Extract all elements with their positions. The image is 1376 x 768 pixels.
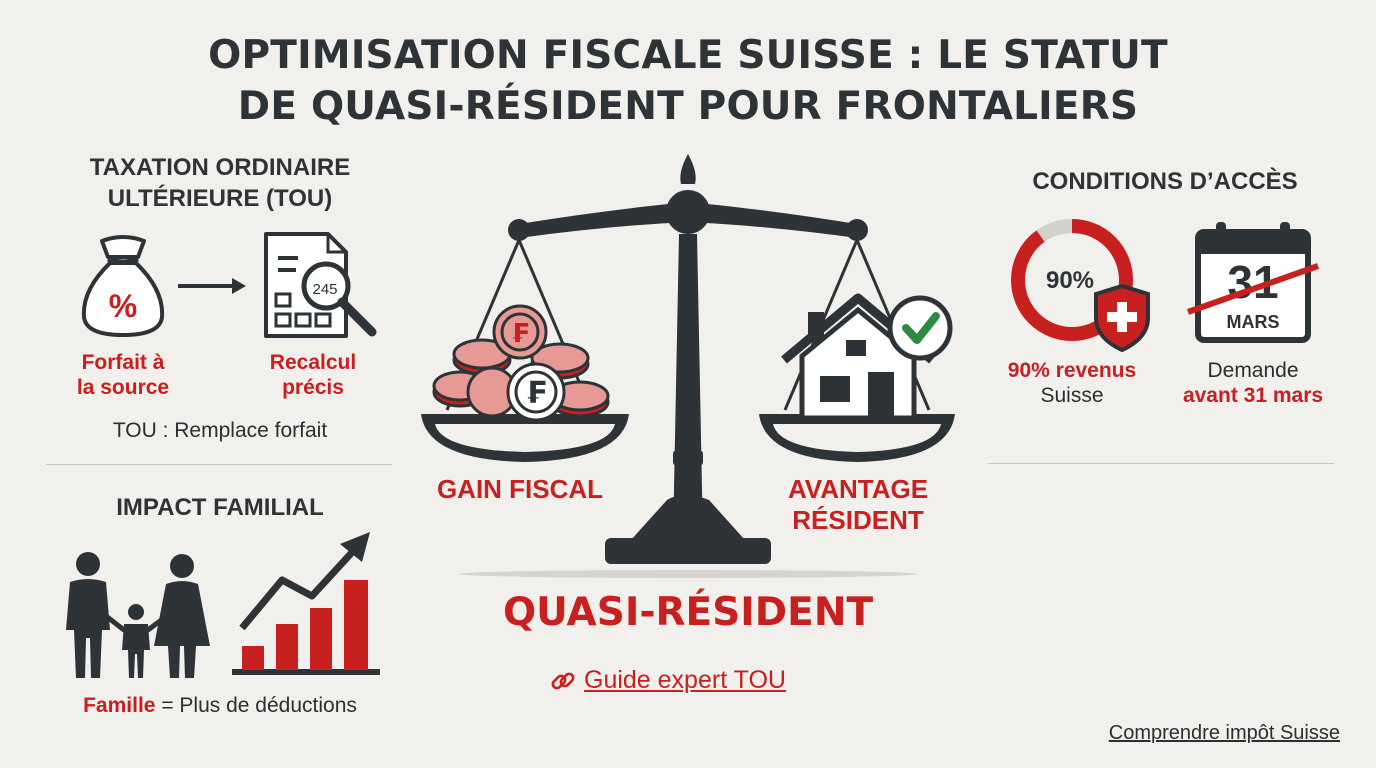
- checkmark-icon: [902, 312, 940, 344]
- coin-stack-icon: ₣ ₣: [432, 304, 610, 422]
- step-forfait-line-2: la source: [76, 376, 170, 399]
- tou-heading: TAXATION ORDINAIRE ULTÉRIEURE (TOU): [60, 152, 380, 214]
- avantage-line-2: RÉSIDENT: [792, 505, 924, 535]
- income-condition: 90% revenus Suisse: [992, 358, 1152, 408]
- avantage-resident-label: AVANTAGE RÉSIDENT: [758, 474, 958, 536]
- tou-heading-line-1: TAXATION ORDINAIRE: [89, 154, 351, 181]
- title-line-2: DE QUASI-RÉSIDENT POUR FRONTALIERS: [237, 84, 1139, 129]
- step-recalcul-label: Recalcul précis: [248, 350, 378, 400]
- footer-link[interactable]: Comprendre impôt Suisse: [1109, 722, 1340, 745]
- house-icon: [781, 293, 953, 421]
- footer-link-text[interactable]: Comprendre impôt Suisse: [1108, 722, 1340, 744]
- income-rest: Suisse: [1040, 384, 1104, 407]
- deadline-condition: Demande avant 31 mars: [1168, 358, 1338, 408]
- bag-percent-symbol: %: [109, 288, 137, 324]
- tou-heading-line-2: ULTÉRIEURE (TOU): [107, 185, 333, 212]
- page-title: OPTIMISATION FISCALE SUISSE : LE STATUT …: [0, 30, 1376, 132]
- money-bag-icon: %: [81, 235, 165, 337]
- guide-link-text[interactable]: Guide expert TOU: [584, 666, 786, 694]
- title-line-1: OPTIMISATION FISCALE SUISSE : LE STATUT: [208, 33, 1168, 78]
- conditions-heading: CONDITIONS D’ACCÈS: [1032, 168, 1298, 195]
- calendar-icon: 31 MARS: [1186, 222, 1320, 343]
- coin-symbol-top: ₣: [511, 319, 529, 349]
- gain-fiscal-label: GAIN FISCAL: [436, 474, 604, 504]
- deadline-line-1: Demande: [1207, 359, 1299, 382]
- guide-link[interactable]: Guide expert TOU: [550, 666, 810, 695]
- swiss-shield-icon: [1094, 283, 1150, 353]
- avantage-line-1: AVANTAGE: [787, 474, 929, 504]
- arrow-right-icon: [178, 278, 246, 294]
- step-forfait-label: Forfait à la source: [58, 350, 188, 400]
- step-forfait-line-1: Forfait à: [81, 351, 165, 374]
- calendar-month: MARS: [1227, 312, 1280, 332]
- ring-value: 90%: [1046, 267, 1094, 294]
- deadline-line-2: avant 31 mars: [1182, 384, 1324, 407]
- right-divider: [988, 463, 1334, 464]
- balance-scale-icon: [421, 154, 955, 578]
- left-divider: [46, 464, 392, 465]
- family-caption-rest: = Plus de déductions: [155, 694, 357, 717]
- family-caption: Famille = Plus de déductions: [40, 693, 400, 718]
- income-bold: 90% revenus: [1007, 359, 1137, 382]
- link-icon: [551, 672, 575, 689]
- step-recalcul-line-2: précis: [282, 376, 344, 399]
- doc-number: 245: [312, 281, 337, 298]
- family-icon: [66, 552, 210, 678]
- document-magnifier-icon: 245: [264, 232, 377, 338]
- ring-gauge-icon: 90%: [1011, 219, 1150, 353]
- growth-chart-icon: [232, 532, 380, 675]
- coin-symbol-front: ₣: [526, 376, 547, 411]
- tou-note: TOU : Remplace forfait: [112, 419, 328, 442]
- ring-fill: [1011, 219, 1133, 341]
- step-recalcul-line-1: Recalcul: [269, 351, 357, 374]
- status-title: QUASI-RÉSIDENT: [502, 590, 874, 635]
- family-caption-bold: Famille: [83, 694, 156, 717]
- family-heading: IMPACT FAMILIAL: [116, 494, 324, 521]
